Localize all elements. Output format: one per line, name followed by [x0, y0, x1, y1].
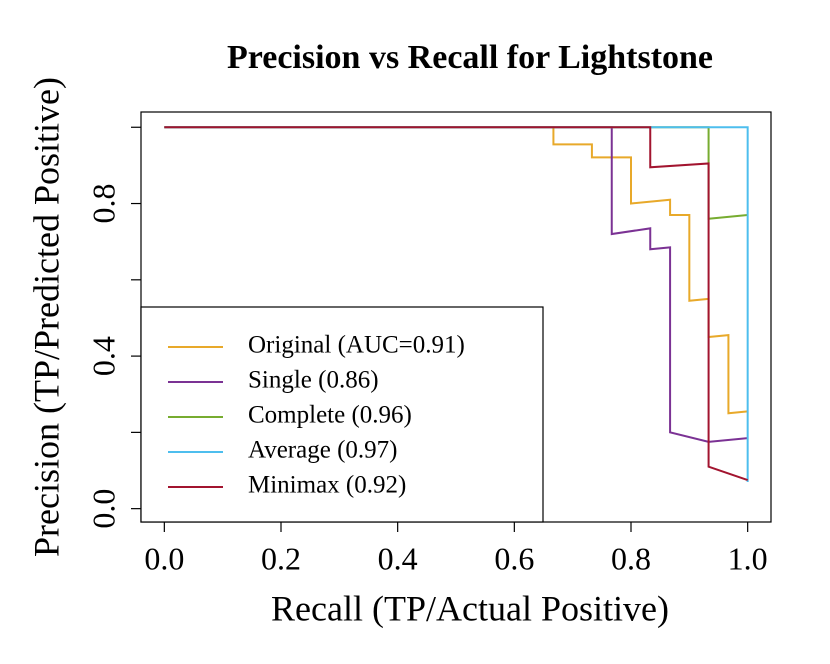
series-line — [164, 126, 748, 220]
x-tick-label: 0.6 — [494, 540, 534, 576]
legend-label: Original (AUC=0.91) — [248, 332, 465, 359]
x-axis-title: Recall (TP/Actual Positive) — [271, 588, 669, 628]
series-line — [164, 126, 748, 443]
y-tick-label: 0.4 — [85, 336, 121, 376]
x-tick-label: 0.4 — [378, 540, 418, 576]
x-tick-label: 0.0 — [144, 540, 184, 576]
legend-label: Complete (0.96) — [248, 402, 412, 429]
legend-label: Average (0.97) — [248, 437, 397, 464]
x-tick-label: 0.8 — [611, 540, 651, 576]
series-line — [164, 126, 748, 481]
legend-label: Minimax (0.92) — [248, 472, 406, 499]
x-tick-label: 0.2 — [261, 540, 301, 576]
y-tick-label: 0.8 — [85, 184, 121, 224]
y-axis-title: Precision (TP/Predicted Positive) — [26, 77, 66, 557]
legend-label: Single (0.86) — [248, 367, 379, 394]
y-tick-label: 0.0 — [85, 489, 121, 529]
series-line — [164, 126, 748, 415]
x-tick-label: 1.0 — [728, 540, 768, 576]
chart-title: Precision vs Recall for Lightstone — [227, 39, 713, 76]
